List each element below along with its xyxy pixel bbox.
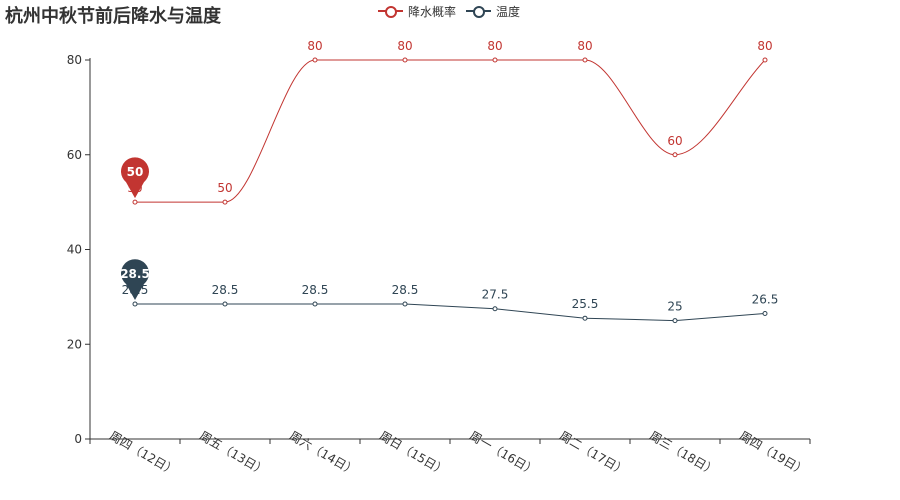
x-tick-label: 周日（15日） (377, 429, 449, 479)
legend-label-series-2: 温度 (496, 4, 521, 19)
series-2-data-label: 28.5 (392, 283, 419, 297)
series-1-data-label: 50 (217, 181, 232, 195)
series-1-data-label: 80 (757, 39, 772, 53)
x-tick-label: 周六（14日） (287, 429, 359, 479)
series-1-pin-label: 50 (127, 165, 144, 179)
series-1-point (582, 57, 588, 63)
series-1-point (222, 199, 228, 205)
series-2-point (132, 301, 138, 307)
series-2-data-label: 26.5 (752, 292, 779, 306)
x-tick-label: 周四（19日） (737, 429, 809, 479)
series-2-point (582, 315, 588, 321)
series-2-pin-label: 28.5 (120, 267, 150, 281)
series-1-point (402, 57, 408, 63)
x-tick-label: 周三（18日） (647, 429, 719, 479)
series-1-line (135, 59, 766, 203)
series-2-line (135, 303, 766, 322)
series-2-data-label: 25 (667, 300, 682, 314)
legend-item-series-1[interactable]: 降水概率 (378, 3, 456, 20)
legend-swatch-series-2 (466, 4, 492, 18)
series-1-point (312, 57, 318, 63)
series-1-point (492, 57, 498, 63)
series-1-point (132, 199, 138, 205)
series-1-pin-marker (120, 157, 149, 199)
series-1-point (762, 57, 768, 63)
series-2-data-label: 28.5 (212, 283, 239, 297)
series-2-point (672, 318, 678, 324)
x-tick-label: 周一（16日） (467, 429, 539, 479)
series-2-data-label: 28.5 (302, 283, 329, 297)
x-tick-label: 周四（12日） (107, 429, 179, 479)
x-tick-label: 周二（17日） (557, 429, 629, 479)
series-2-data-label: 27.5 (482, 288, 509, 302)
y-tick-label: 0 (74, 432, 82, 446)
y-tick-label: 80 (67, 53, 82, 67)
legend-swatch-series-1 (378, 4, 403, 18)
series-2-point (492, 306, 498, 312)
legend-item-series-2[interactable]: 温度 (466, 3, 520, 20)
series-2-data-label: 25.5 (572, 297, 599, 311)
chart-title: 杭州中秋节前后降水与温度 (5, 6, 221, 27)
series-2-point (402, 301, 408, 307)
series-2-point (762, 310, 768, 316)
series-1-data-label: 80 (397, 39, 412, 53)
series-2-pin-marker (120, 259, 149, 300)
legend: 降水概率 温度 (378, 2, 530, 20)
series-1-data-label: 80 (487, 39, 502, 53)
x-tick-label: 周五（13日） (197, 429, 269, 479)
y-tick-label: 40 (67, 243, 82, 257)
series-1-data-label: 80 (577, 39, 592, 53)
series-1-point (672, 152, 678, 158)
series-2-point (222, 301, 228, 307)
y-tick-label: 20 (67, 337, 82, 351)
y-tick-label: 60 (67, 148, 82, 162)
series-2-point (312, 301, 318, 307)
series-1-data-label: 60 (667, 134, 682, 148)
series-1-data-label: 80 (307, 39, 322, 53)
legend-label-series-1: 降水概率 (408, 4, 457, 19)
